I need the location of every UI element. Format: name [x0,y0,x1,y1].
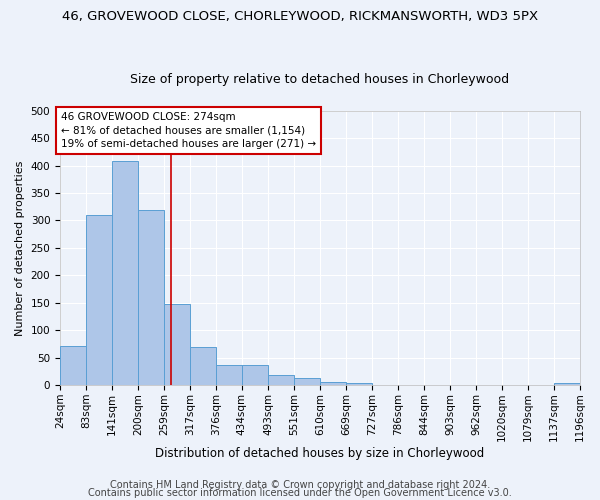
Bar [320,382,346,385]
Bar [86,215,112,385]
Bar [60,346,86,385]
Y-axis label: Number of detached properties: Number of detached properties [15,160,25,336]
Text: 46, GROVEWOOD CLOSE, CHORLEYWOOD, RICKMANSWORTH, WD3 5PX: 46, GROVEWOOD CLOSE, CHORLEYWOOD, RICKMA… [62,10,538,23]
Bar [112,161,138,385]
Text: 46 GROVEWOOD CLOSE: 274sqm
← 81% of detached houses are smaller (1,154)
19% of s: 46 GROVEWOOD CLOSE: 274sqm ← 81% of deta… [61,112,316,149]
Bar [268,375,294,385]
Bar [190,346,216,385]
Bar [294,378,320,385]
Bar [372,384,398,385]
Text: Contains public sector information licensed under the Open Government Licence v3: Contains public sector information licen… [88,488,512,498]
Title: Size of property relative to detached houses in Chorleywood: Size of property relative to detached ho… [130,73,509,86]
Text: Contains HM Land Registry data © Crown copyright and database right 2024.: Contains HM Land Registry data © Crown c… [110,480,490,490]
Bar [346,383,372,385]
Bar [216,366,242,385]
X-axis label: Distribution of detached houses by size in Chorleywood: Distribution of detached houses by size … [155,447,485,460]
Bar [554,383,580,385]
Bar [138,210,164,385]
Bar [242,366,268,385]
Bar [164,304,190,385]
